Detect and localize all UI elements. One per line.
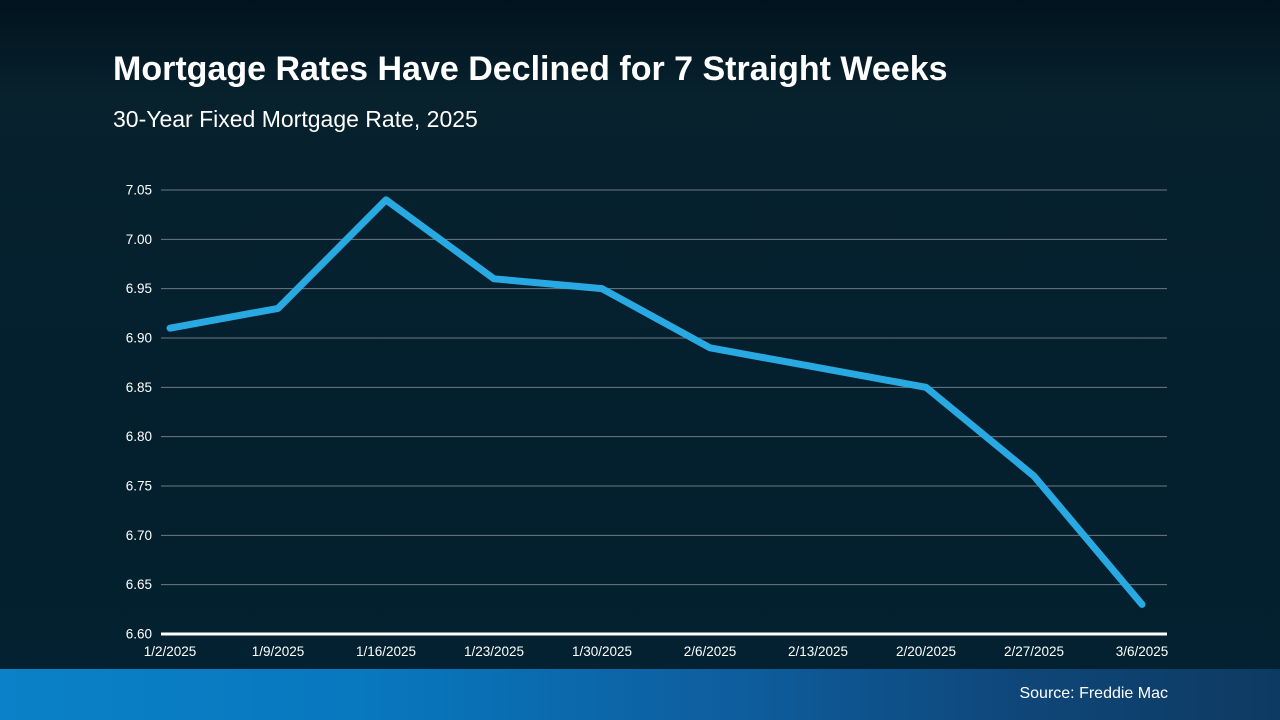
y-tick-label: 6.85 [126, 380, 152, 395]
y-tick-label: 6.80 [126, 429, 152, 444]
x-tick-label: 2/6/2025 [684, 644, 737, 659]
y-tick-label: 6.75 [126, 479, 152, 494]
x-tick-label: 2/27/2025 [1004, 644, 1064, 659]
x-tick-label: 2/20/2025 [896, 644, 956, 659]
x-tick-label: 1/16/2025 [356, 644, 416, 659]
page-title: Mortgage Rates Have Declined for 7 Strai… [113, 50, 948, 88]
y-tick-label: 6.70 [126, 528, 152, 543]
x-tick-label: 2/13/2025 [788, 644, 848, 659]
y-tick-label: 6.90 [126, 331, 152, 346]
y-tick-label: 7.05 [126, 183, 152, 198]
x-tick-label: 1/9/2025 [252, 644, 305, 659]
rate-line [166, 196, 1146, 608]
y-tick-label: 6.95 [126, 281, 152, 296]
x-tick-label: 3/6/2025 [1116, 644, 1169, 659]
x-tick-label: 1/23/2025 [464, 644, 524, 659]
footer-accent-bar [0, 669, 1280, 720]
x-tick-label: 1/2/2025 [144, 644, 197, 659]
x-tick-label: 1/30/2025 [572, 644, 632, 659]
y-tick-label: 6.60 [126, 627, 152, 642]
chart-subtitle: 30-Year Fixed Mortgage Rate, 2025 [113, 106, 478, 132]
y-tick-label: 6.65 [126, 577, 152, 592]
y-tick-label: 7.00 [126, 232, 152, 247]
source-label: Source: Freddie Mac [1019, 685, 1168, 702]
